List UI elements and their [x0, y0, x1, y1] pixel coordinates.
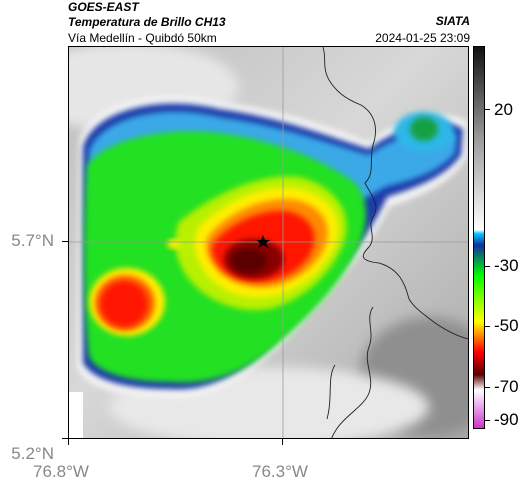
colorbar-label: -90 — [494, 410, 519, 429]
colorbar-tick — [485, 420, 490, 421]
star-marker[interactable] — [256, 235, 270, 248]
administrative-borders — [322, 47, 468, 438]
colorbar-tick — [485, 266, 490, 267]
y-tick-label: 5.7°N — [11, 231, 54, 250]
colorbar-tick — [485, 109, 490, 110]
title-product: Temperatura de Brillo CH13 — [68, 15, 226, 29]
agency-label: SIATA — [435, 14, 470, 28]
colorbar-tick — [485, 387, 490, 388]
colorbar — [473, 46, 485, 429]
x-tick-mark — [282, 439, 283, 445]
colorbar-label: -30 — [494, 256, 519, 275]
timestamp: 2024-01-25 23:09 — [375, 31, 470, 45]
map-panel[interactable] — [68, 46, 469, 439]
colorbar-tick — [485, 326, 490, 327]
satellite-image — [69, 47, 468, 438]
subtitle-route: Vía Medellín - Quibdó 50km — [68, 31, 217, 45]
y-tick-mark — [62, 438, 68, 439]
x-tick-label: 76.3°W — [252, 462, 308, 481]
title-satellite: GOES-EAST — [68, 0, 139, 14]
colorbar-label: 20 — [494, 100, 513, 119]
x-tick-label: 76.8°W — [33, 462, 89, 481]
y-tick-mark — [62, 241, 68, 242]
colorbar-label: -70 — [494, 377, 519, 396]
convective-cloud — [77, 96, 467, 398]
x-tick-mark — [68, 439, 69, 445]
y-tick-label: 5.2°N — [11, 444, 54, 463]
colorbar-label: -50 — [494, 316, 519, 335]
